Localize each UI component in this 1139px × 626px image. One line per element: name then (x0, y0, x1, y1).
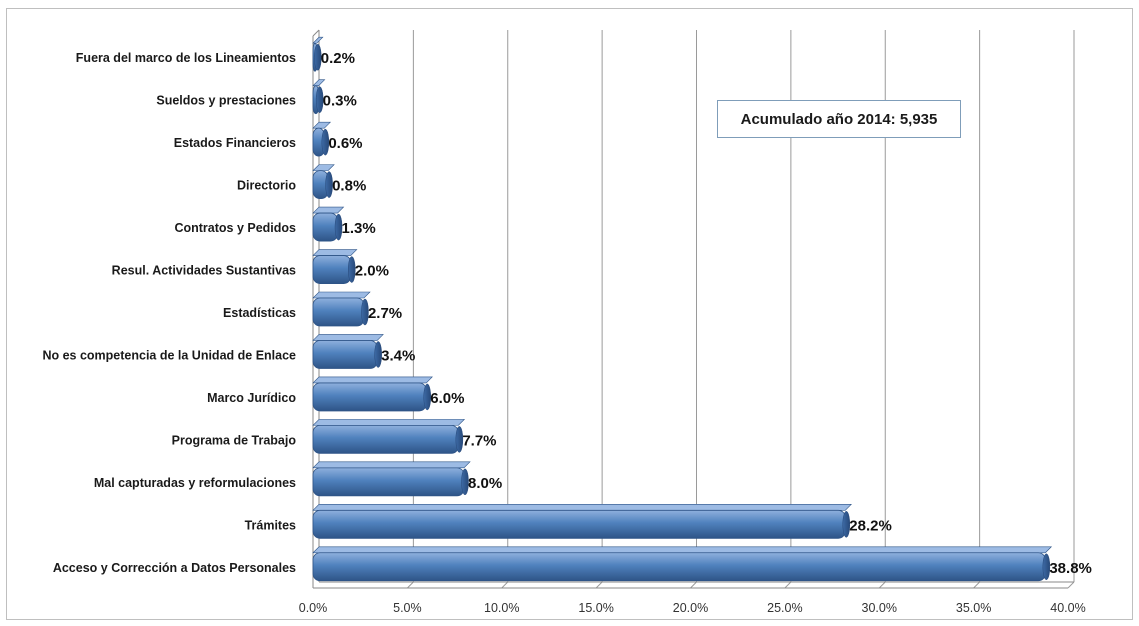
bar-front (312, 297, 365, 327)
gridline-floor (595, 581, 603, 589)
bar-cap (314, 43, 322, 71)
bar (312, 291, 371, 327)
bar-cap (361, 298, 369, 326)
bar-front (312, 340, 378, 369)
x-tick-label: 25.0% (767, 601, 802, 615)
data-label: 2.0% (355, 263, 389, 280)
data-label: 0.8% (332, 178, 366, 195)
bar-cap (374, 341, 382, 368)
data-label: 0.6% (328, 135, 362, 152)
data-label: 7.7% (462, 432, 496, 449)
data-label: 28.2% (849, 517, 892, 534)
data-label: 1.3% (342, 220, 376, 237)
gridline-floor (784, 581, 792, 589)
bar-front (312, 424, 459, 454)
bar-cap (325, 171, 333, 198)
bar-front (312, 467, 465, 497)
bar (312, 36, 324, 72)
bar-cap (455, 426, 464, 453)
x-tick-label: 10.0% (484, 601, 519, 615)
gridline-floor (501, 581, 509, 589)
data-label: 6.0% (430, 390, 464, 407)
bar-cap (315, 86, 324, 113)
bar-top (312, 121, 332, 129)
x-tick-label: 0.0% (299, 601, 328, 615)
bar-cap (348, 256, 356, 283)
category-label: Mal capturadas y reformulaciones (94, 476, 296, 490)
annotation-box: Acumulado año 2014: 5,935 (717, 100, 961, 138)
category-label: Marco Jurídico (207, 391, 296, 405)
data-labels: 38.8% 28.2% 8.0% 7.7% 6.0% 3.4% 2.7% 2.0% 1.3% 0.… (321, 50, 1092, 577)
bar (312, 206, 345, 242)
data-label: 3.4% (381, 347, 415, 364)
bar-front (312, 212, 338, 242)
category-labels: Acceso y Corrección a Datos Personales Tr… (42, 51, 296, 575)
annotation-text: Acumulado año 2014: 5,935 (740, 110, 938, 128)
bar-top (312, 79, 326, 86)
gridline-floor (878, 581, 886, 589)
category-label: Sueldos y prestaciones (156, 94, 296, 108)
bar-top (312, 36, 324, 44)
category-label: Contratos y Pedidos (174, 221, 296, 235)
bar-top (312, 164, 335, 171)
bar-top (312, 334, 384, 341)
category-label: No es competencia de la Unidad de Enlace (42, 348, 296, 362)
bar-top (312, 504, 852, 511)
bar-top (312, 419, 466, 426)
bars (312, 36, 1053, 582)
bar (312, 419, 466, 454)
bar (312, 79, 326, 115)
bar (312, 546, 1053, 582)
bar-top (312, 376, 433, 384)
bar-front (312, 552, 1046, 582)
data-label: 0.3% (323, 93, 357, 110)
bar-front (312, 255, 352, 284)
gridline-floor (973, 581, 980, 589)
data-label: 38.8% (1049, 560, 1092, 577)
gridline-floor (1067, 581, 1075, 589)
axis-top-edge (312, 29, 320, 37)
category-label: Estadísticas (223, 306, 296, 320)
category-label: Estados Financieros (174, 136, 296, 150)
category-label: Acceso y Corrección a Datos Personales (53, 561, 296, 575)
x-tick-label: 15.0% (578, 601, 613, 615)
bar-top (312, 461, 471, 469)
category-label: Directorio (237, 179, 296, 193)
bar-top (312, 249, 358, 256)
bar (312, 504, 852, 539)
bar-front (312, 382, 427, 412)
bar (312, 334, 384, 369)
x-tick-label: 40.0% (1050, 601, 1085, 615)
bar-top (312, 291, 371, 299)
x-tick-label: 35.0% (956, 601, 991, 615)
bar-cap (842, 511, 851, 538)
bar (312, 376, 433, 412)
bar-top (312, 206, 345, 214)
bar (312, 164, 335, 200)
data-label: 2.7% (368, 305, 402, 322)
gridline-floor (407, 581, 414, 589)
gridline-floor (690, 581, 697, 589)
data-label: 0.2% (321, 50, 355, 67)
data-label: 8.0% (468, 475, 502, 492)
bar-cap (423, 383, 431, 411)
bar (312, 249, 358, 284)
x-tick-label: 30.0% (862, 601, 897, 615)
x-tick-labels: 0.0% 5.0% 10.0% 15.0% 20.0% 25.0% 30.0% 35.0% 40… (299, 601, 1086, 615)
category-label: Resul. Actividades Sustantivas (112, 264, 296, 278)
bar-front (312, 509, 846, 539)
bar-top (312, 546, 1053, 554)
bar-cap (1042, 553, 1051, 581)
x-tick-label: 20.0% (673, 601, 708, 615)
bar-cap (334, 213, 343, 241)
category-label: Fuera del marco de los Lineamientos (76, 51, 296, 65)
category-label: Trámites (245, 518, 296, 532)
bar-cap (321, 128, 330, 156)
bar-cap (461, 468, 469, 496)
x-tick-label: 5.0% (393, 601, 422, 615)
bar (312, 461, 471, 497)
category-label: Programa de Trabajo (172, 433, 297, 447)
bar (312, 121, 332, 157)
